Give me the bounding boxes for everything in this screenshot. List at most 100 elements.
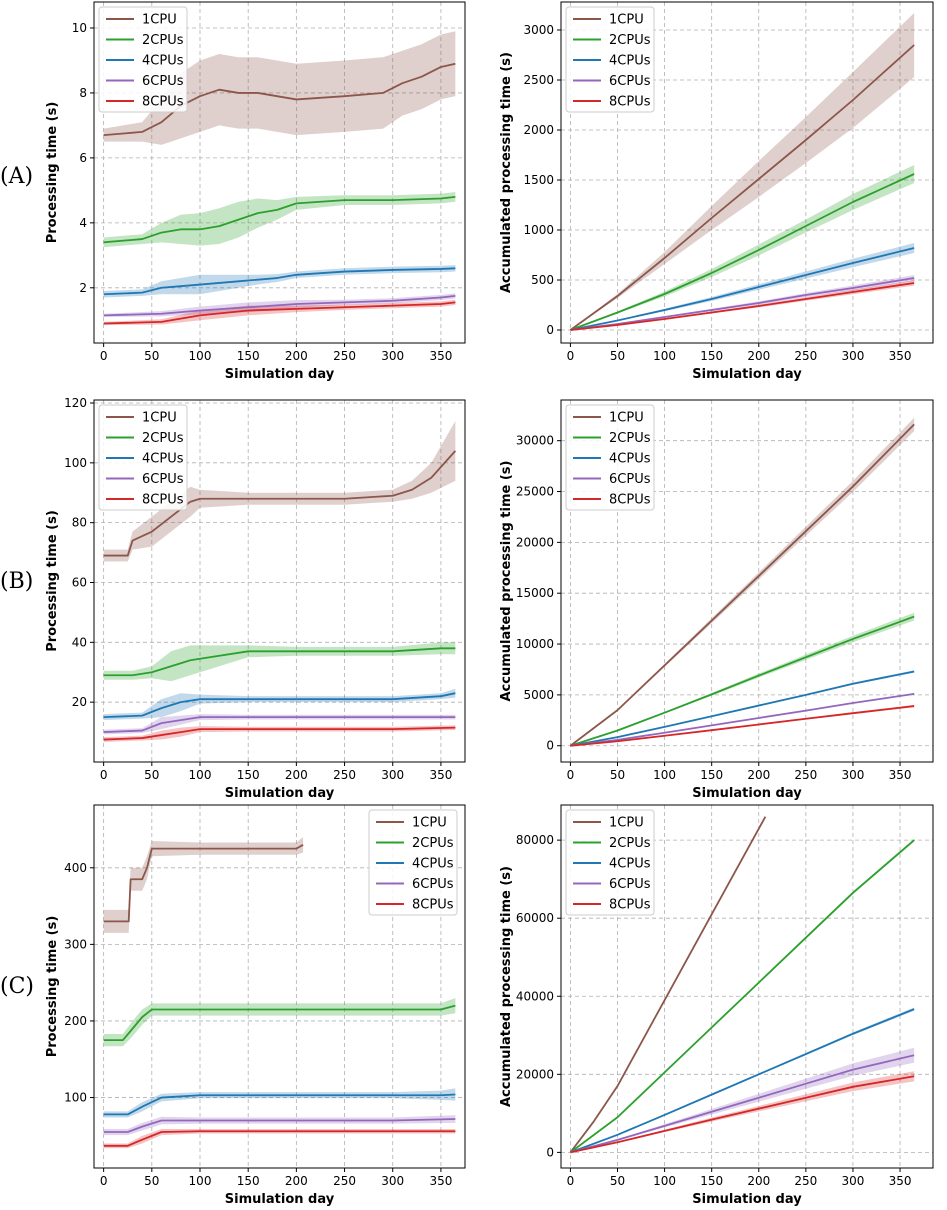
legend-label-8cpus: 8CPUs [609, 95, 651, 110]
series-band-2cpus [103, 997, 456, 1047]
x-tick-label: 0 [567, 768, 575, 782]
plot-area [103, 837, 456, 1149]
x-tick-label: 300 [841, 349, 864, 363]
series-line-8cpus [570, 282, 915, 331]
y-tick-label: 20000 [516, 535, 554, 549]
plot-area [103, 31, 456, 326]
x-tick-label: 350 [889, 768, 912, 782]
series-line-6cpus [570, 692, 915, 747]
x-tick-label: 100 [653, 768, 676, 782]
series-band-6cpus [570, 1047, 915, 1153]
series-line-4cpus [570, 1008, 915, 1154]
x-tick-label: 350 [429, 1174, 452, 1188]
legend-label-2cpus: 2CPUs [142, 33, 184, 48]
axes-frame [93, 399, 466, 763]
series-line-2cpus [103, 1004, 456, 1042]
series-line-8cpus [103, 301, 456, 325]
legend-label-2cpus: 2CPUs [609, 431, 651, 446]
series-line-1cpu [569, 44, 915, 331]
x-tick-label: 150 [700, 768, 723, 782]
series-line-2cpus [103, 647, 456, 677]
x-tick-label: 100 [189, 349, 212, 363]
y-tick-label: 2 [79, 281, 87, 295]
legend-label-4cpus: 4CPUs [609, 452, 651, 467]
axes-frame [560, 399, 934, 763]
axes-frame [93, 1, 466, 344]
series-band-2cpus [103, 191, 456, 248]
x-tick-label: 150 [237, 349, 260, 363]
series-band-2cpus [570, 612, 915, 746]
y-tick-label: 60000 [516, 911, 554, 925]
series-line-4cpus [570, 670, 915, 747]
legend-label-1cpu: 1CPU [609, 816, 644, 831]
x-tick-label: 250 [333, 349, 356, 363]
series-line-2cpus [103, 195, 456, 244]
series-line-8cpus [570, 1075, 915, 1154]
legend-box [565, 6, 655, 113]
legend-label-4cpus: 4CPUs [142, 54, 184, 69]
y-axis-label: Processing time (s) [45, 510, 60, 652]
legend: 1CPU 2CPUs 4CPUs 6CPUs 8CPUs [565, 6, 655, 113]
x-axis-label: Simulation day [692, 1192, 802, 1207]
series-line-8cpus [103, 1130, 456, 1147]
x-tick-label: 50 [610, 768, 625, 782]
legend-box [98, 404, 188, 511]
legend-label-6cpus: 6CPUs [609, 472, 651, 487]
chart-panel-a-right: 0 50 100 150 200 250 300 350 0 500 1000 1500 2000 250… [499, 1, 934, 382]
series-line-2cpus [570, 615, 915, 747]
y-tick-label: 30000 [516, 434, 554, 448]
x-tick-label: 350 [889, 1174, 912, 1188]
chart-panel-b-right: 0 50 100 150 200 250 300 350 0 5000 10000 15000 2000… [499, 399, 934, 801]
x-tick-label: 300 [381, 768, 404, 782]
x-tick-label: 300 [841, 768, 864, 782]
x-tick-label: 250 [333, 1174, 356, 1188]
series-line-6cpus [103, 1118, 456, 1133]
row-label-b: (B) [0, 569, 33, 594]
axes-frame [560, 1, 934, 344]
y-tick-label: 6 [79, 151, 87, 165]
series-band-2cpus [103, 642, 456, 682]
series-line-2cpus [570, 173, 915, 331]
chart-panel-c-right: 0 50 100 150 200 250 300 350 0 20000 40000 60000 800… [499, 804, 934, 1207]
y-tick-label: 60 [72, 575, 87, 589]
series-band-1cpu [103, 837, 304, 933]
y-tick-label: 100 [64, 1091, 87, 1105]
y-tick-label: 10 [72, 21, 87, 35]
legend-label-4cpus: 4CPUs [412, 857, 454, 872]
x-tick-label: 300 [841, 1174, 864, 1188]
legend-label-1cpu: 1CPU [609, 13, 644, 28]
x-tick-label: 100 [653, 1174, 676, 1188]
x-tick-label: 0 [100, 349, 108, 363]
x-tick-label: 100 [189, 1174, 212, 1188]
x-tick-label: 200 [747, 349, 770, 363]
legend-label-2cpus: 2CPUs [609, 836, 651, 851]
x-tick-label: 150 [237, 1174, 260, 1188]
legend-label-1cpu: 1CPU [142, 13, 177, 28]
series-line-1cpu [103, 450, 457, 557]
y-tick-label: 25000 [516, 485, 554, 499]
y-tick-label: 200 [64, 1014, 87, 1028]
x-tick-label: 300 [381, 349, 404, 363]
x-tick-label: 350 [429, 768, 452, 782]
axes-frame [560, 804, 934, 1169]
series-line-8cpus [103, 726, 456, 741]
legend-label-8cpus: 8CPUs [142, 95, 184, 110]
y-tick-label: 2000 [523, 123, 554, 137]
series-line-1cpu [569, 423, 915, 747]
y-tick-label: 10000 [516, 637, 554, 651]
y-tick-label: 40000 [516, 989, 554, 1003]
y-axis-label: Accumulated processing time (s) [499, 866, 514, 1107]
y-tick-label: 120 [64, 396, 87, 410]
legend-label-2cpus: 2CPUs [412, 836, 454, 851]
y-tick-label: 20 [72, 695, 87, 709]
x-tick-label: 250 [333, 768, 356, 782]
series-band-1cpu [103, 420, 456, 562]
y-tick-label: 300 [64, 937, 87, 951]
legend-label-1cpu: 1CPU [142, 411, 177, 426]
series-band-8cpus [103, 1128, 456, 1149]
legend-label-6cpus: 6CPUs [412, 877, 454, 892]
x-tick-label: 100 [653, 349, 676, 363]
y-tick-label: 1000 [523, 223, 554, 237]
series-band-4cpus [103, 688, 456, 721]
